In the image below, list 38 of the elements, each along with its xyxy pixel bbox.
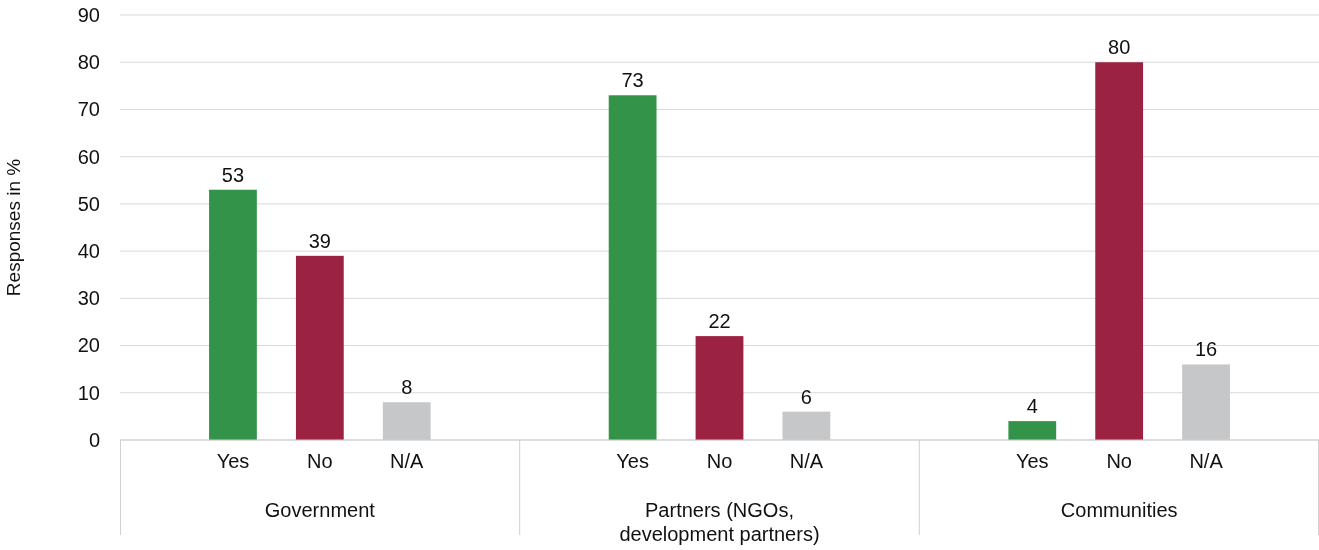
x-tick-label: Communities: [1060, 499, 1178, 521]
y-tick-label: 70: [77, 98, 100, 121]
x-tick-label: Government: [264, 499, 376, 521]
series-label: N/A: [390, 450, 425, 472]
data-label: 8: [401, 376, 413, 399]
series-label: Yes: [216, 450, 250, 472]
bar: [608, 95, 657, 440]
data-label: 4: [1026, 395, 1038, 418]
y-tick-label: 30: [77, 287, 100, 310]
y-tick-label: 80: [77, 51, 100, 74]
y-tick-label: 20: [77, 334, 100, 357]
text: No: [706, 450, 733, 472]
y-tick-label: 50: [77, 192, 100, 215]
text: No: [1106, 450, 1132, 472]
y-tick-label: 0: [88, 428, 100, 451]
y-tick-label: 60: [77, 145, 100, 168]
data-label: 80: [1108, 36, 1131, 59]
data-label: 22: [708, 310, 731, 333]
bar: [1095, 62, 1144, 440]
y-tick-label: 10: [77, 381, 100, 404]
y-tick-label: 90: [77, 3, 100, 26]
bar: [1008, 421, 1057, 440]
bar: [295, 255, 344, 440]
text: N/A: [1189, 450, 1223, 472]
y-tick-label: 40: [77, 240, 100, 263]
data-label: 16: [1194, 338, 1218, 361]
text: Yes: [1015, 450, 1049, 472]
data-label: 73: [621, 69, 644, 92]
y-axis-title: Responses in %: [3, 158, 24, 297]
bar: [695, 336, 744, 440]
series-label: No: [307, 450, 333, 472]
text: Yes: [616, 450, 649, 472]
data-label: 6: [800, 385, 812, 408]
text: N/A: [789, 450, 824, 472]
bar: [209, 189, 257, 440]
data-label: 39: [308, 229, 331, 252]
data-label: 53: [221, 163, 245, 186]
x-tick-label: Partners (NGOs, development partners): [619, 499, 820, 545]
